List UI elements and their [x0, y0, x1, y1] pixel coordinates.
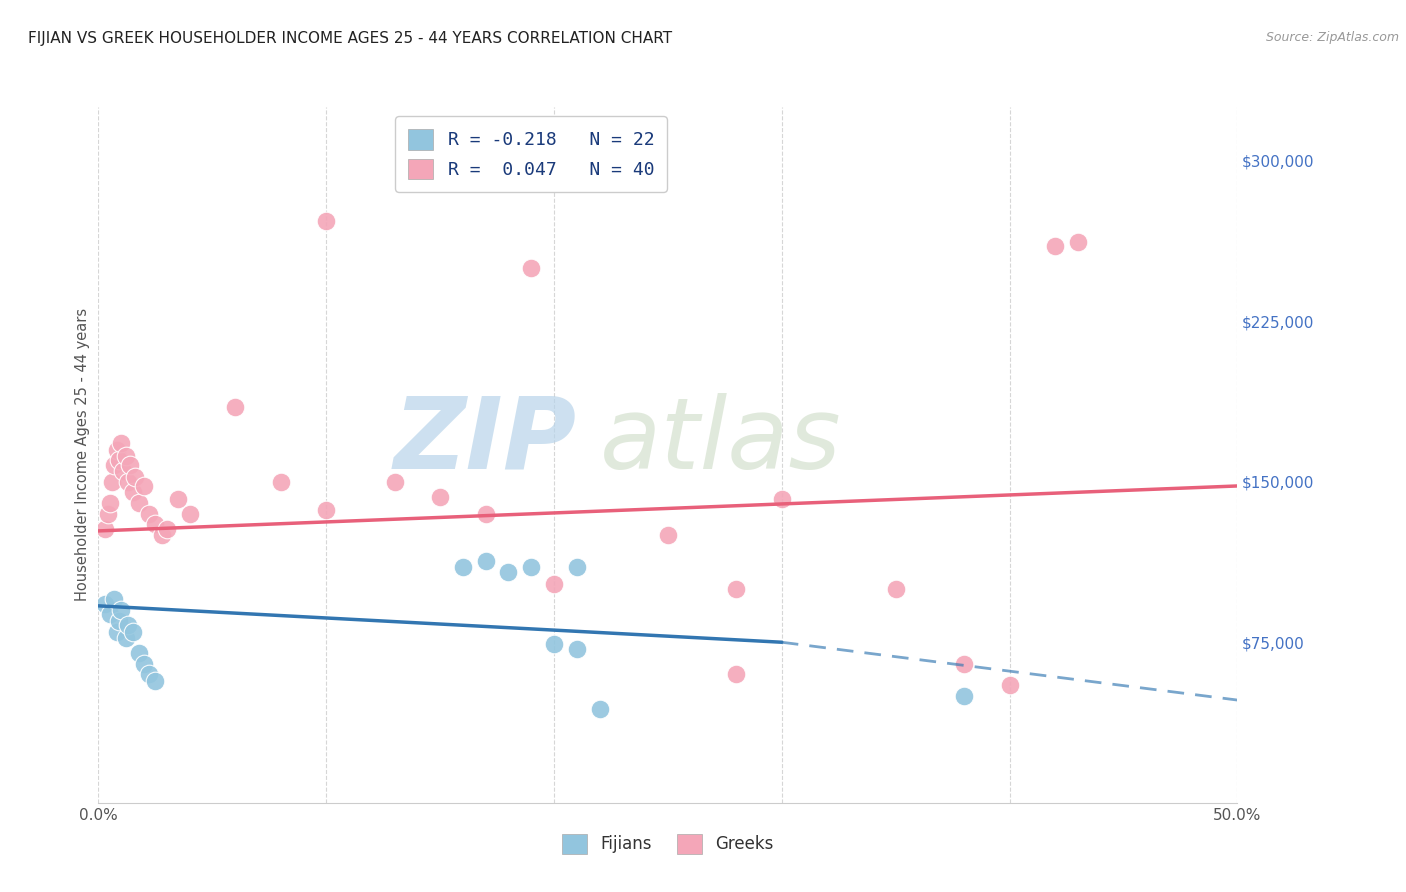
Point — [103, 592, 125, 607]
Text: FIJIAN VS GREEK HOUSEHOLDER INCOME AGES 25 - 44 YEARS CORRELATION CHART: FIJIAN VS GREEK HOUSEHOLDER INCOME AGES … — [28, 31, 672, 46]
Point — [224, 400, 246, 414]
Point — [520, 560, 543, 574]
Point — [1067, 235, 1090, 249]
Point — [110, 436, 132, 450]
Point — [105, 442, 128, 457]
Point — [98, 496, 121, 510]
Point — [474, 507, 496, 521]
Point — [128, 646, 150, 660]
Point — [167, 491, 190, 506]
Point — [124, 470, 146, 484]
Point — [98, 607, 121, 622]
Point — [543, 637, 565, 651]
Point — [103, 458, 125, 472]
Point — [520, 260, 543, 275]
Point — [101, 475, 124, 489]
Point — [94, 522, 117, 536]
Point — [145, 517, 167, 532]
Point — [565, 560, 588, 574]
Y-axis label: Householder Income Ages 25 - 44 years: Householder Income Ages 25 - 44 years — [75, 309, 90, 601]
Point — [120, 458, 142, 472]
Point — [451, 560, 474, 574]
Point — [429, 490, 451, 504]
Text: ZIP: ZIP — [394, 392, 576, 490]
Point — [725, 667, 748, 681]
Point — [998, 678, 1021, 692]
Point — [156, 522, 179, 536]
Point — [1043, 239, 1066, 253]
Point — [110, 603, 132, 617]
Text: Source: ZipAtlas.com: Source: ZipAtlas.com — [1265, 31, 1399, 45]
Point — [117, 618, 139, 632]
Point — [884, 582, 907, 596]
Point — [138, 507, 160, 521]
Point — [565, 641, 588, 656]
Point — [132, 479, 155, 493]
Point — [543, 577, 565, 591]
Point — [770, 491, 793, 506]
Text: atlas: atlas — [599, 392, 841, 490]
Point — [121, 624, 143, 639]
Point — [588, 701, 610, 715]
Point — [108, 453, 131, 467]
Point — [132, 657, 155, 671]
Point — [725, 582, 748, 596]
Point — [114, 449, 136, 463]
Point — [315, 213, 337, 227]
Point — [114, 631, 136, 645]
Point — [179, 507, 201, 521]
Point — [498, 565, 520, 579]
Point — [138, 667, 160, 681]
Point — [270, 475, 292, 489]
Point — [384, 475, 406, 489]
Point — [121, 485, 143, 500]
Point — [117, 475, 139, 489]
Point — [128, 496, 150, 510]
Point — [657, 528, 679, 542]
Point — [105, 624, 128, 639]
Point — [953, 689, 976, 703]
Point — [145, 673, 167, 688]
Point — [150, 528, 173, 542]
Point — [96, 507, 118, 521]
Point — [108, 614, 131, 628]
Point — [315, 502, 337, 516]
Point — [94, 597, 117, 611]
Point — [953, 657, 976, 671]
Point — [474, 554, 496, 568]
Legend: Fijians, Greeks: Fijians, Greeks — [553, 823, 783, 864]
Point — [112, 464, 135, 478]
